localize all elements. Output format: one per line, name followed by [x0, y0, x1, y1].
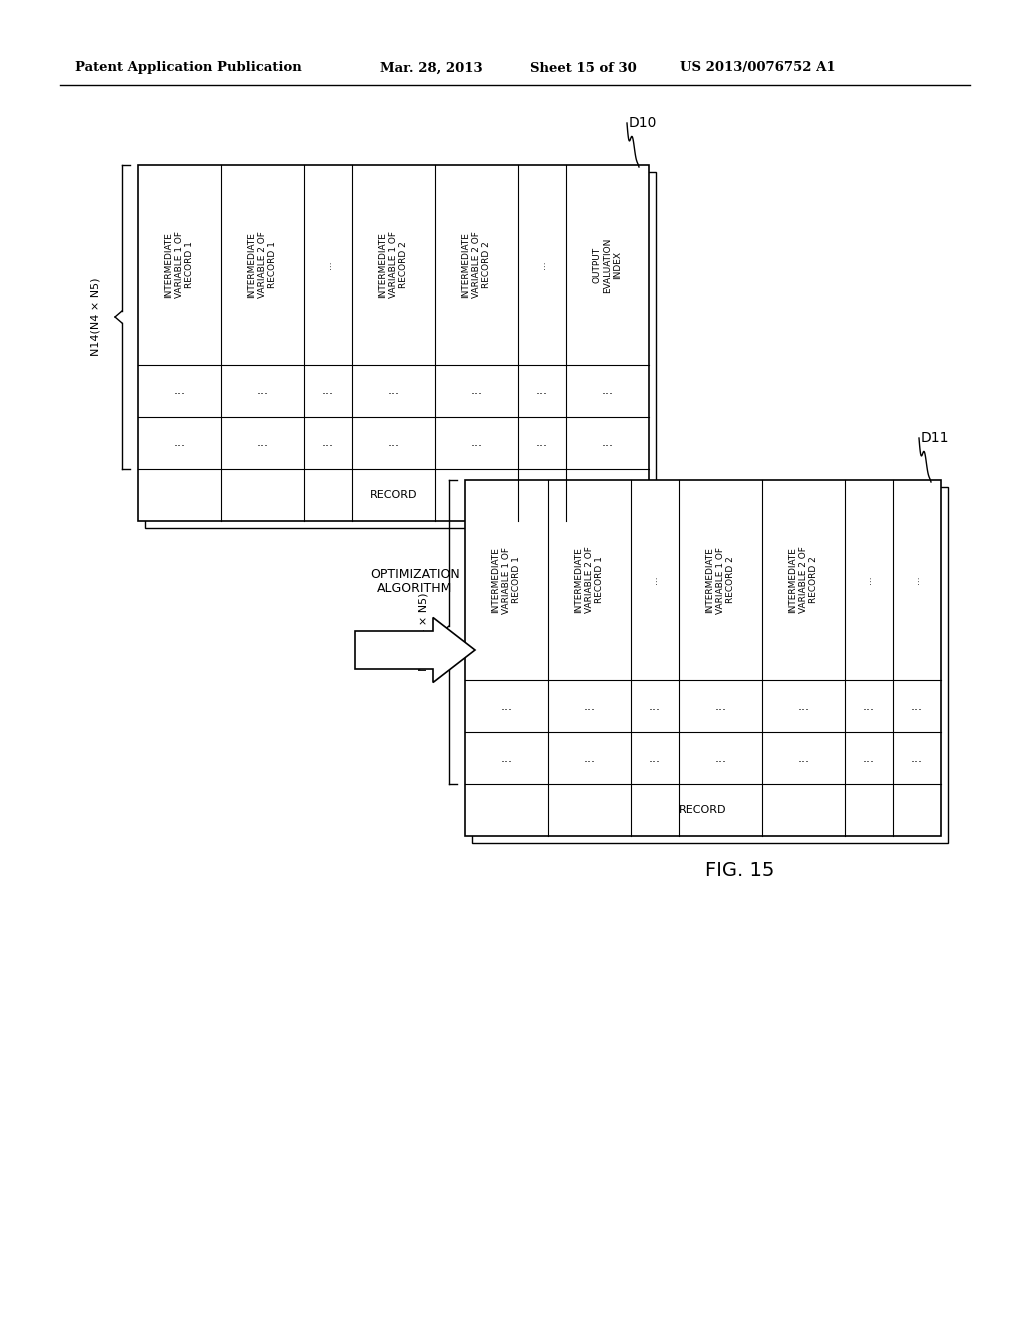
Text: ...: ...: [912, 576, 922, 585]
Text: D11: D11: [921, 432, 949, 445]
Text: ...: ...: [538, 260, 547, 269]
Text: ...: ...: [601, 384, 613, 397]
Polygon shape: [355, 618, 475, 682]
Text: ...: ...: [715, 751, 726, 764]
Text: OPTIMIZATION
ALGORITHM: OPTIMIZATION ALGORITHM: [370, 568, 460, 595]
Text: INTERMEDIATE
VARIABLE 2 OF
RECORD 1: INTERMEDIATE VARIABLE 2 OF RECORD 1: [574, 546, 604, 614]
Text: ...: ...: [256, 437, 268, 450]
Text: ...: ...: [387, 384, 399, 397]
Text: ...: ...: [322, 437, 334, 450]
Text: ...: ...: [798, 700, 810, 713]
Text: ...: ...: [715, 700, 726, 713]
Text: INTERMEDIATE
VARIABLE 2 OF
RECORD 2: INTERMEDIATE VARIABLE 2 OF RECORD 2: [462, 231, 492, 298]
Text: ...: ...: [911, 700, 923, 713]
Text: ...: ...: [501, 700, 512, 713]
Text: ...: ...: [536, 384, 548, 397]
Text: Patent Application Publication: Patent Application Publication: [75, 62, 302, 74]
Text: INTERMEDIATE
VARIABLE 2 OF
RECORD 1: INTERMEDIATE VARIABLE 2 OF RECORD 1: [248, 231, 278, 298]
Text: ...: ...: [387, 437, 399, 450]
Text: ...: ...: [584, 751, 596, 764]
Text: ...: ...: [863, 700, 874, 713]
Text: INTERMEDIATE
VARIABLE 1 OF
RECORD 2: INTERMEDIATE VARIABLE 1 OF RECORD 2: [706, 546, 735, 614]
Text: OUTPUT
EVALUATION
INDEX: OUTPUT EVALUATION INDEX: [593, 238, 623, 293]
Text: ...: ...: [649, 751, 662, 764]
Text: INTERMEDIATE
VARIABLE 1 OF
RECORD 1: INTERMEDIATE VARIABLE 1 OF RECORD 1: [492, 546, 521, 614]
Text: ...: ...: [536, 437, 548, 450]
Bar: [472, 487, 948, 843]
Text: ...: ...: [863, 751, 874, 764]
Text: ...: ...: [256, 384, 268, 397]
Text: N14(N4 × N5): N14(N4 × N5): [418, 593, 428, 672]
Text: ...: ...: [584, 700, 596, 713]
Text: INTERMEDIATE
VARIABLE 1 OF
RECORD 1: INTERMEDIATE VARIABLE 1 OF RECORD 1: [165, 231, 195, 298]
Text: ...: ...: [173, 437, 185, 450]
Text: ...: ...: [470, 437, 482, 450]
Text: Mar. 28, 2013: Mar. 28, 2013: [380, 62, 482, 74]
Text: ...: ...: [470, 384, 482, 397]
Text: ...: ...: [173, 384, 185, 397]
Text: RECORD: RECORD: [370, 490, 417, 500]
Text: INTERMEDIATE
VARIABLE 2 OF
RECORD 2: INTERMEDIATE VARIABLE 2 OF RECORD 2: [788, 546, 818, 614]
Bar: [465, 480, 941, 836]
Text: US 2013/0076752 A1: US 2013/0076752 A1: [680, 62, 836, 74]
Text: D10: D10: [629, 116, 657, 129]
Text: FIG. 15: FIG. 15: [706, 861, 775, 879]
Text: INTERMEDIATE
VARIABLE 1 OF
RECORD 2: INTERMEDIATE VARIABLE 1 OF RECORD 2: [379, 231, 409, 298]
Text: Sheet 15 of 30: Sheet 15 of 30: [530, 62, 637, 74]
Text: ...: ...: [911, 751, 923, 764]
Text: N14(N4 × N5): N14(N4 × N5): [91, 277, 101, 356]
Text: ...: ...: [324, 260, 333, 269]
Text: ...: ...: [864, 576, 873, 585]
Text: ...: ...: [650, 576, 659, 585]
Text: ...: ...: [798, 751, 810, 764]
Text: RECORD: RECORD: [679, 805, 727, 814]
Text: ...: ...: [501, 751, 512, 764]
Bar: [138, 165, 649, 521]
Bar: [145, 172, 656, 528]
Text: ...: ...: [322, 384, 334, 397]
Text: ...: ...: [601, 437, 613, 450]
Text: ...: ...: [649, 700, 662, 713]
